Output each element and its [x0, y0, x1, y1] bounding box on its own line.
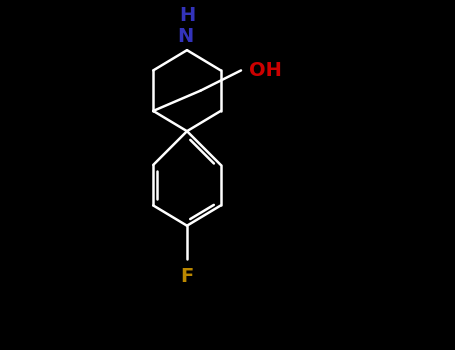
Text: N: N [177, 27, 193, 46]
Text: H: H [179, 6, 195, 25]
Text: OH: OH [249, 61, 282, 80]
Text: F: F [180, 267, 194, 286]
